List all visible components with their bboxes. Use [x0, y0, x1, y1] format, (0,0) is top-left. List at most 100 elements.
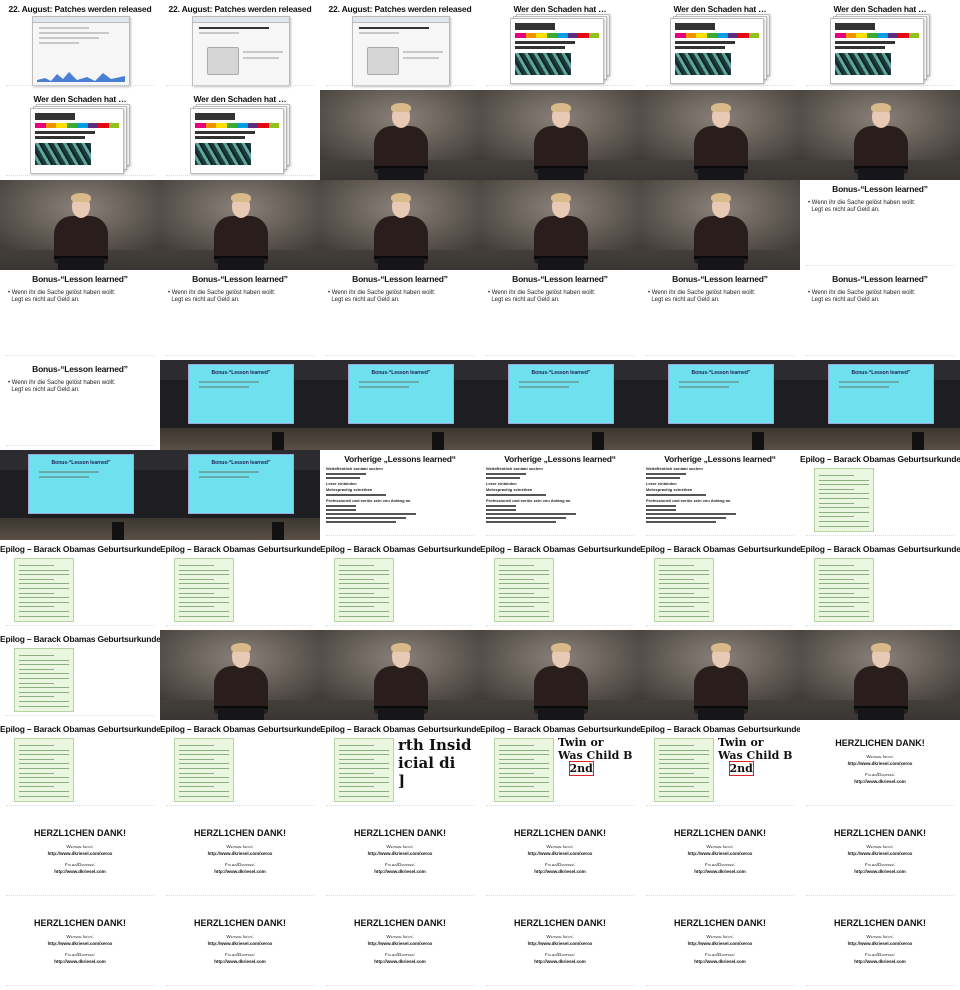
slides-link[interactable]: http://www.dkriesel.com: [534, 869, 586, 874]
slide-schaden[interactable]: Wer den Schaden hat …: [480, 0, 640, 90]
podium: [698, 168, 744, 180]
slide-thanks[interactable]: HERZL1CHEN DANK! Weitere Infos: http://w…: [320, 900, 480, 990]
info-link[interactable]: http://www.dkriesel.com/xerox: [847, 941, 913, 946]
projection-screen: Bonus-“Lesson learned”: [188, 454, 294, 514]
speaker-video-frame[interactable]: [640, 90, 800, 180]
slides-link[interactable]: http://www.dkriesel.com: [54, 959, 106, 964]
slide-thanks[interactable]: HERZL1CHEN DANK! Weitere Infos: http://w…: [800, 810, 960, 900]
speaker-video-frame[interactable]: [320, 90, 480, 180]
slide-schaden[interactable]: Wer den Schaden hat …: [640, 0, 800, 90]
info-link[interactable]: http://www.dkriesel.com/xerox: [47, 851, 113, 856]
article-stack: [510, 14, 610, 84]
speaker-video-frame[interactable]: [480, 180, 640, 270]
info-link[interactable]: http://www.dkriesel.com/xerox: [847, 761, 913, 766]
slide-patches[interactable]: 22. August: Patches werden released: [160, 0, 320, 90]
slide-bonus[interactable]: Bonus-“Lesson learned” • Wenn ihr die Sa…: [800, 270, 960, 360]
slide-patches[interactable]: 22. August: Patches werden released: [320, 0, 480, 90]
speaker-video-frame[interactable]: [160, 630, 320, 720]
speaker-video-frame[interactable]: [320, 180, 480, 270]
slide-schaden[interactable]: Wer den Schaden hat …: [0, 90, 160, 180]
slide-epilog[interactable]: Epilog – Barack Obamas Geburtsurkunde: [0, 630, 160, 720]
projector-room-frame[interactable]: Bonus-“Lesson learned”: [800, 360, 960, 450]
slides-label: Folien/Dampfer:: [864, 862, 895, 867]
slide-epilog[interactable]: Epilog – Barack Obamas Geburtsurkunde: [480, 540, 640, 630]
slide-bonus[interactable]: Bonus-“Lesson learned” • Wenn ihr die Sa…: [640, 270, 800, 360]
speaker-video-frame[interactable]: [480, 90, 640, 180]
speaker-video-frame[interactable]: [640, 180, 800, 270]
slides-link[interactable]: http://www.dkriesel.com: [534, 959, 586, 964]
info-link[interactable]: http://www.dkriesel.com/xerox: [367, 941, 433, 946]
slide-bonus[interactable]: Bonus-“Lesson learned” • Wenn ihr die Sa…: [480, 270, 640, 360]
slide-epilog[interactable]: Epilog – Barack Obamas Geburtsurkunde: [800, 540, 960, 630]
slide-thanks[interactable]: HERZL1CHEN DANK! Weitere Infos: http://w…: [160, 900, 320, 990]
slide-schaden[interactable]: Wer den Schaden hat …: [800, 0, 960, 90]
speaker-video-frame[interactable]: [320, 630, 480, 720]
slide-epilog[interactable]: Epilog – Barack Obamas Geburtsurkunde: [160, 540, 320, 630]
projector-room-frame[interactable]: Bonus-“Lesson learned”: [160, 450, 320, 540]
slides-link[interactable]: http://www.dkriesel.com: [694, 869, 746, 874]
slide-bonus[interactable]: Bonus-“Lesson learned” • Wenn ihr die Sa…: [800, 180, 960, 270]
info-link[interactable]: http://www.dkriesel.com/xerox: [207, 851, 273, 856]
slide-bonus[interactable]: Bonus-“Lesson learned” • Wenn ihr die Sa…: [320, 270, 480, 360]
slide-schaden[interactable]: Wer den Schaden hat …: [160, 90, 320, 180]
slides-link[interactable]: http://www.dkriesel.com: [214, 959, 266, 964]
speaker-video-frame[interactable]: [640, 630, 800, 720]
info-link[interactable]: http://www.dkriesel.com/xerox: [687, 851, 753, 856]
slide-thanks[interactable]: HERZL1CHEN DANK! Weitere Infos: http://w…: [640, 810, 800, 900]
slide-epilog[interactable]: Epilog – Barack Obamas Geburtsurkunde: [320, 540, 480, 630]
projector-room-frame[interactable]: Bonus-“Lesson learned”: [0, 450, 160, 540]
info-link[interactable]: http://www.dkriesel.com/xerox: [367, 851, 433, 856]
slide-thanks[interactable]: HERZL1CHEN DANK! Weitere Infos: http://w…: [0, 900, 160, 990]
slides-link[interactable]: http://www.dkriesel.com: [54, 869, 106, 874]
slide-thanks[interactable]: HERZL1CHEN DANK! Weitere Infos: http://w…: [480, 900, 640, 990]
slide-bonus[interactable]: Bonus-“Lesson learned” • Wenn ihr die Sa…: [0, 360, 160, 450]
printer-icon: [207, 47, 239, 75]
slide-bonus[interactable]: Bonus-“Lesson learned” • Wenn ihr die Sa…: [160, 270, 320, 360]
birth-certificate-image: [654, 738, 714, 802]
slides-link[interactable]: http://www.dkriesel.com: [854, 869, 906, 874]
slide-epilog-zoom[interactable]: Epilog – Barack Obamas Geburtsurkunde Tw…: [480, 720, 640, 810]
slide-thanks[interactable]: HERZL1CHEN DANK! Weitere Infos: http://w…: [800, 900, 960, 990]
projector-room-frame[interactable]: Bonus-“Lesson learned”: [640, 360, 800, 450]
slides-link[interactable]: http://www.dkriesel.com: [374, 959, 426, 964]
slide-epilog-zoom[interactable]: Epilog – Barack Obamas Geburtsurkunde Tw…: [640, 720, 800, 810]
slides-link[interactable]: http://www.dkriesel.com: [214, 869, 266, 874]
speaker-video-frame[interactable]: [480, 630, 640, 720]
slide-lessons[interactable]: Vorherige „Lessons learned“ Weltöffentli…: [320, 450, 480, 540]
projector-room-frame[interactable]: Bonus-“Lesson learned”: [160, 360, 320, 450]
slides-link[interactable]: http://www.dkriesel.com: [854, 779, 906, 784]
slide-epilog[interactable]: Epilog – Barack Obamas Geburtsurkunde: [0, 720, 160, 810]
projector-room-frame[interactable]: Bonus-“Lesson learned”: [480, 360, 640, 450]
slide-epilog-zoom[interactable]: Epilog – Barack Obamas Geburtsurkunde rt…: [320, 720, 480, 810]
slide-thanks[interactable]: HERZL1CHEN DANK! Weitere Infos: http://w…: [640, 900, 800, 990]
speaker-video-frame[interactable]: [160, 180, 320, 270]
slides-link[interactable]: http://www.dkriesel.com: [374, 869, 426, 874]
slide-thanks[interactable]: HERZL1CHEN DANK! Weitere Infos: http://w…: [480, 810, 640, 900]
speaker-video-frame[interactable]: [800, 90, 960, 180]
info-link[interactable]: http://www.dkriesel.com/xerox: [847, 851, 913, 856]
speaker-video-frame[interactable]: [0, 180, 160, 270]
zoomed-certificate-text: Twin or Was Child B 2nd: [718, 736, 798, 806]
info-link[interactable]: http://www.dkriesel.com/xerox: [527, 851, 593, 856]
slides-link[interactable]: http://www.dkriesel.com: [854, 959, 906, 964]
info-link[interactable]: http://www.dkriesel.com/xerox: [207, 941, 273, 946]
slide-patches[interactable]: 22. August: Patches werden released: [0, 0, 160, 90]
slide-epilog[interactable]: Epilog – Barack Obamas Geburtsurkunde: [640, 540, 800, 630]
slide-thanks[interactable]: HERZL1CHEN DANK! Weitere Infos: http://w…: [160, 810, 320, 900]
slide-thanks[interactable]: HERZLICHEN DANK! Weitere Infos: http://w…: [800, 720, 960, 810]
info-link[interactable]: http://www.dkriesel.com/xerox: [527, 941, 593, 946]
slide-epilog[interactable]: Epilog – Barack Obamas Geburtsurkunde: [0, 540, 160, 630]
bullet-text: Wenn ihr die Sache gelöst haben wollt:: [11, 290, 116, 296]
projector-room-frame[interactable]: Bonus-“Lesson learned”: [320, 360, 480, 450]
slide-epilog[interactable]: Epilog – Barack Obamas Geburtsurkunde: [160, 720, 320, 810]
info-link[interactable]: http://www.dkriesel.com/xerox: [687, 941, 753, 946]
slide-lessons[interactable]: Vorherige „Lessons learned“ Weltöffentli…: [480, 450, 640, 540]
speaker-video-frame[interactable]: [800, 630, 960, 720]
slide-bonus[interactable]: Bonus-“Lesson learned” • Wenn ihr die Sa…: [0, 270, 160, 360]
slide-epilog[interactable]: Epilog – Barack Obamas Geburtsurkunde: [800, 450, 960, 540]
slide-thanks[interactable]: HERZL1CHEN DANK! Weitere Infos: http://w…: [0, 810, 160, 900]
slides-link[interactable]: http://www.dkriesel.com: [694, 959, 746, 964]
slide-lessons[interactable]: Vorherige „Lessons learned“ Weltöffentli…: [640, 450, 800, 540]
slide-thanks[interactable]: HERZL1CHEN DANK! Weitere Infos: http://w…: [320, 810, 480, 900]
info-link[interactable]: http://www.dkriesel.com/xerox: [47, 941, 113, 946]
